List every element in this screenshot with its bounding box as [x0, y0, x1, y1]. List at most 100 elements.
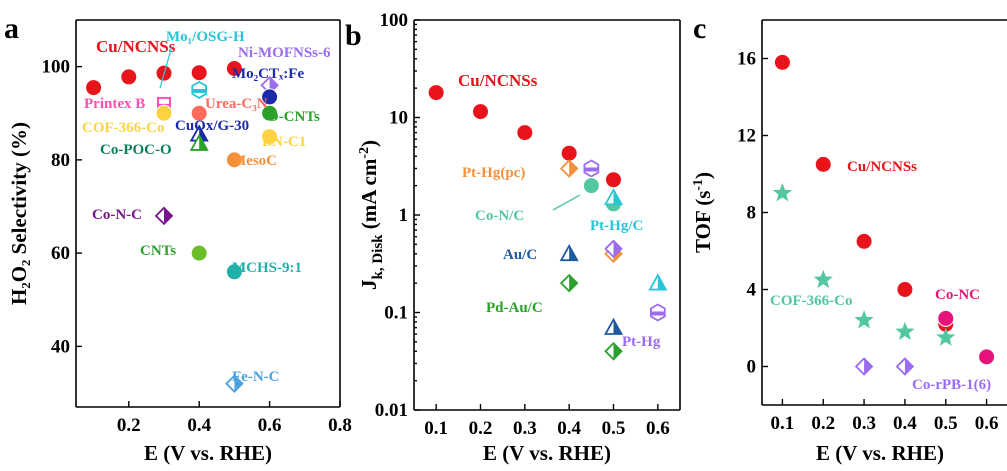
y-tick-label: 80: [51, 150, 70, 171]
panel-letter-a: a: [4, 12, 19, 45]
marker-co-rpb-1-6: [854, 357, 874, 376]
panel-c: 0.1 0.2 0.3 0.4 0.5 0.6 0 4 8 12 16 TOF (s-1) E (V v…: [691, 19, 1007, 465]
marker-mchs-9-1: [225, 263, 243, 281]
x-axis-title-a: E (V vs. RHE): [144, 441, 272, 465]
x-axis-title-b: E (V vs. RHE): [483, 441, 611, 465]
marker-urea-c-n: [190, 104, 208, 122]
y-tick-label: 100: [42, 57, 71, 78]
marker-cof-366-co: [895, 321, 915, 341]
y-axis-title-a: H₂O₂ Selectivity (%): [7, 122, 31, 305]
marker-pt-hg-c: [648, 273, 668, 291]
marker-cu-ncnss: [516, 124, 534, 142]
x-tick-label: 0.1: [424, 418, 448, 439]
point-label-pd-au-c: Pd-Au/C: [486, 300, 543, 316]
point-label-pt-hg-pc: Pt-Hg(pc): [462, 165, 525, 181]
point-label-ni-mofnss-6: Ni-MOFNSs-6: [238, 45, 331, 61]
point-label-cu-ncnss: Cu/NCNSs: [458, 71, 538, 90]
marker-pd-au-c: [559, 273, 579, 293]
point-label-co-rpb-1-6: Co-rPB-1(6): [912, 377, 991, 393]
marker-cof-366-co: [772, 183, 793, 202]
marker-au-c: [603, 317, 624, 335]
marker-co-poc-o: [189, 133, 209, 151]
marker-cu-ncnss: [190, 64, 208, 82]
marker-mesoc: [225, 151, 243, 169]
point-label-o-cnts: O-CNTs: [267, 109, 320, 125]
marker-cu-ncnss: [427, 84, 445, 102]
marker-mo-osg-h: [191, 80, 208, 99]
marker-o-cnts: [261, 104, 279, 122]
marker-fe-n-c: [225, 374, 244, 393]
y-tick-label: 60: [51, 243, 70, 264]
marker-pd-au-c: [604, 342, 623, 361]
x-tick-label: 0.6: [646, 418, 670, 439]
x-tick-label: 0.4: [187, 415, 211, 436]
point-label-mo-ct-fe: Mo₂CTₓ:Fe: [232, 66, 304, 82]
marker-pt-hg-pc-hex: [650, 303, 666, 322]
point-label-pt-hg-c: Pt-Hg/C: [590, 218, 643, 234]
marker-cu-ncnss: [814, 155, 832, 173]
point-label-cu-ncnss: Cu/NCNSs: [847, 159, 917, 175]
point-label-co-poc-o: Co-POC-O: [100, 142, 172, 158]
marker-cof-366-co: [854, 310, 874, 329]
point-label-cu-ncnss: Cu/NCNSs: [96, 37, 176, 56]
marker-co-n-c: [154, 206, 174, 226]
marker-cof-366-co: [813, 269, 833, 289]
marker-cu-ncnss: [855, 232, 873, 250]
x-tick-label: 0.5: [602, 418, 626, 439]
point-label-cof-366-co: COF-366-Co: [770, 293, 853, 309]
panel-b: 0.1 0.2 0.3 0.4 0.5 0.6 0.01 0.1 1 10 100 Jk, Disk …: [357, 10, 681, 465]
marker-cu-ncnss: [773, 53, 791, 71]
y-tick-label: 8: [747, 203, 757, 224]
point-label-co-nc: Co-NC: [935, 287, 980, 303]
y-tick-label: 100: [380, 10, 409, 31]
marker-cu-ncnss: [85, 79, 103, 97]
point-label-pt-hg: Pt-Hg: [622, 334, 661, 350]
x-tick-label: 0.2: [117, 415, 141, 436]
x-axis-title-c: E (V vs. RHE): [816, 441, 944, 465]
point-label-mchs-9-1: MCHS-9:1: [232, 260, 302, 276]
arrow-line: [552, 194, 581, 211]
leader-line: [159, 45, 173, 89]
marker-bn-c1: [261, 128, 279, 146]
y-tick-label: 10: [389, 108, 408, 129]
point-label-cuox-g-30: CuOx/G-30: [175, 118, 249, 134]
marker-cof-366-co: [936, 327, 956, 346]
x-tick-label: 0.4: [893, 413, 917, 434]
x-tick-label: 0.3: [852, 413, 876, 434]
y-tick-label: 0: [747, 357, 757, 378]
marker-pt-hg-pc-hex: [583, 159, 600, 178]
x-tick-label: 0.8: [328, 415, 352, 436]
point-label-urea-c-n: Urea-C₃N: [205, 96, 268, 112]
marker-pt-hg-c-diamond: [604, 239, 623, 259]
y-tick-label: 12: [737, 126, 756, 147]
marker-cof-366-co: [155, 104, 173, 122]
point-label-bn-c1: BN-C1: [262, 134, 306, 150]
marker-co-nc: [937, 309, 955, 327]
point-label-printex-b: Printex B: [84, 96, 145, 112]
y-tick-label: 40: [51, 336, 70, 357]
point-label-mesoc: MesoC: [232, 153, 277, 169]
x-tick-label: 0.1: [771, 413, 795, 434]
marker-pt-hg-c: [603, 187, 624, 206]
y-tick-label: 1: [399, 205, 409, 226]
marker-cu-ncnss: [605, 171, 622, 189]
panel-a: 0.2 0.4 0.6 0.8 40 60 80 100 H₂O₂ Selectivity (%…: [7, 19, 352, 465]
marker-cu-ncnss: [225, 59, 243, 77]
x-tick-label: 0.3: [513, 418, 537, 439]
y-axis-title-b: Jk, Disk (mA cm-2): [357, 140, 386, 290]
x-tick-label: 0.2: [811, 413, 835, 434]
y-tick-label: 0.01: [375, 400, 408, 421]
marker-co-rpb-1-6: [895, 357, 915, 376]
marker-pt-hg-pc: [559, 159, 579, 178]
marker-cnts: [190, 244, 208, 262]
x-tick-label: 0.6: [975, 413, 999, 434]
marker-cu-ncnss: [120, 68, 138, 86]
x-tick-label: 0.6: [258, 415, 282, 436]
marker-cu-ncnss: [896, 281, 914, 298]
marker-au-c: [559, 243, 579, 262]
x-tick-label: 0.2: [469, 418, 493, 439]
y-tick-label: 4: [747, 280, 757, 301]
point-label-au-c: Au/C: [503, 247, 537, 263]
panel-letter-c: c: [693, 12, 706, 45]
